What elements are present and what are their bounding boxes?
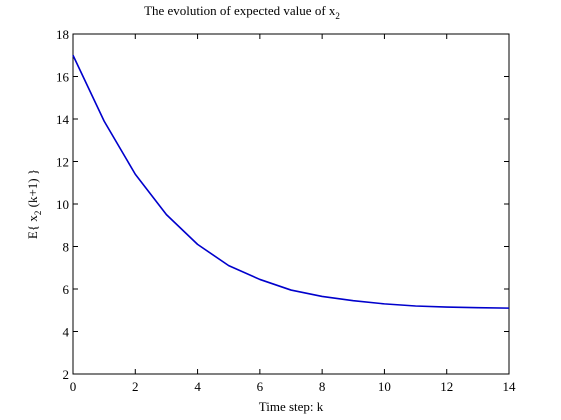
x-axis-label: Time step: k	[259, 399, 324, 414]
chart-title: The evolution of expected value of x2	[144, 3, 340, 21]
y-tick-label: 18	[56, 27, 69, 42]
x-tick-label: 10	[378, 379, 391, 394]
chart-title-subscript: 2	[335, 11, 340, 21]
y-axis-label: E{ x2 (k+1) }	[25, 169, 43, 239]
y-axis-label-suffix: (k+1) }	[25, 169, 40, 211]
x-tick-label: 0	[70, 379, 77, 394]
y-tick-label: 12	[56, 155, 69, 170]
y-tick-label: 6	[63, 282, 70, 297]
y-tick-label: 16	[56, 70, 70, 85]
x-tick-label: 12	[440, 379, 453, 394]
plot-area	[72, 33, 510, 375]
y-axis-ticks: 2 4 6 8 10 12 14 16 18	[56, 27, 509, 382]
y-axis-label-subscript: 2	[33, 211, 43, 216]
chart-title-text: The evolution of expected value of x	[144, 3, 336, 18]
y-tick-label: 4	[63, 325, 70, 340]
y-tick-label: 2	[63, 367, 70, 382]
y-tick-label: 10	[56, 197, 69, 212]
x-tick-label: 2	[132, 379, 139, 394]
x-axis-ticks: 0 2 4 6 8 10 12 14	[70, 34, 516, 394]
y-axis-label-prefix: E{ x	[25, 215, 40, 239]
y-tick-label: 14	[56, 112, 70, 127]
x-tick-label: 8	[319, 379, 326, 394]
series-line	[72, 54, 510, 309]
x-tick-label: 14	[503, 379, 517, 394]
x-tick-label: 6	[257, 379, 264, 394]
x-tick-label: 4	[194, 379, 201, 394]
y-tick-label: 8	[63, 240, 70, 255]
